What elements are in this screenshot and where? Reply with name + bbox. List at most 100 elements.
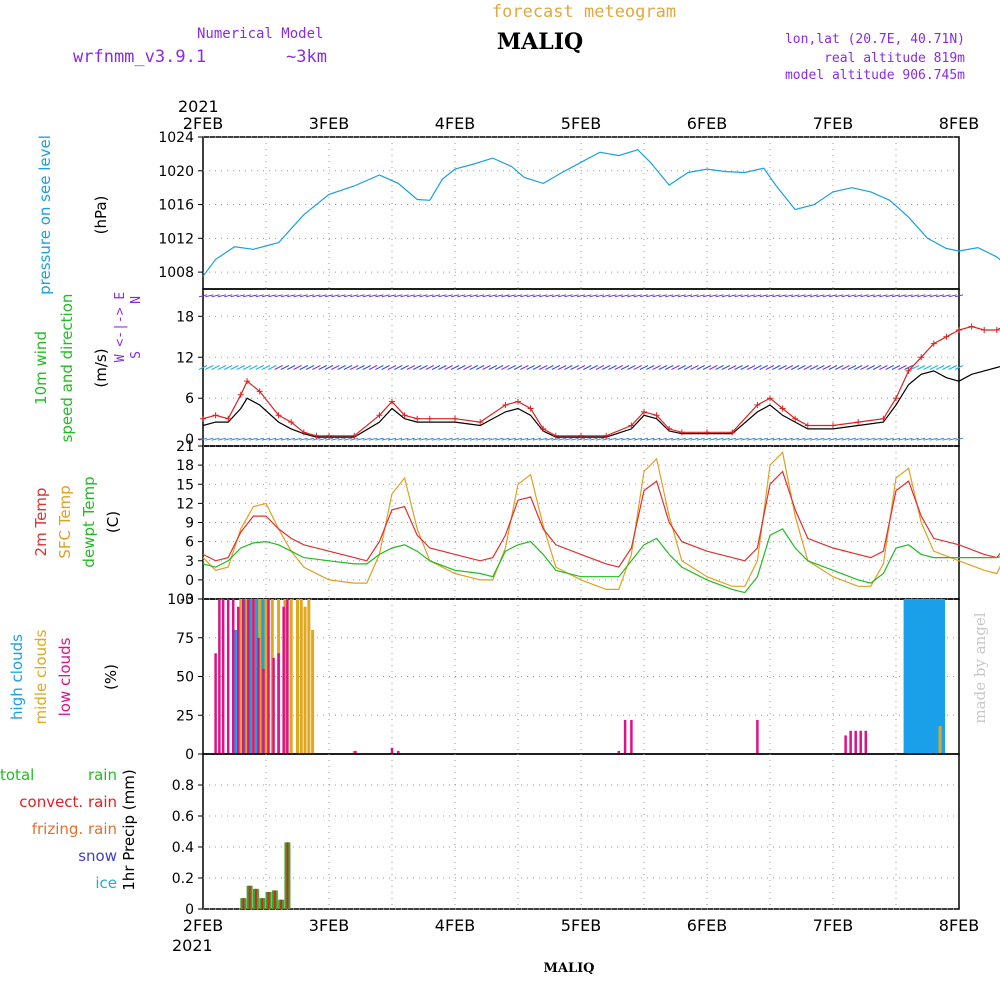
wind-arrow bbox=[935, 365, 945, 370]
low-cloud-bar bbox=[247, 599, 250, 754]
wind-arrow bbox=[954, 365, 964, 370]
wind-arrow bbox=[677, 294, 686, 298]
wind-arrow bbox=[331, 365, 340, 370]
wind-arrow bbox=[910, 365, 920, 370]
temp-ylabel-1: 2m Temp bbox=[32, 488, 50, 557]
wind-speed-mark bbox=[678, 429, 685, 436]
wind-arrow bbox=[406, 437, 416, 441]
low-cloud-bar bbox=[231, 599, 235, 754]
wind-arrow bbox=[463, 294, 472, 298]
wind-arrow bbox=[790, 365, 800, 370]
y-tick-label: 0.4 bbox=[172, 840, 194, 856]
wind-arrow bbox=[891, 294, 901, 298]
wind-arrow bbox=[255, 294, 264, 298]
wind-arrow bbox=[217, 294, 227, 298]
wind-arrow bbox=[400, 294, 409, 298]
wind-arrow bbox=[557, 365, 567, 370]
wind-speed-mark bbox=[376, 412, 383, 419]
wind-arrow bbox=[721, 294, 731, 298]
wind-arrow bbox=[935, 294, 945, 298]
wind-arrow bbox=[205, 365, 214, 370]
wind-arrow bbox=[312, 294, 321, 298]
wind-speed-marks bbox=[200, 323, 1000, 439]
wind-speed-mark bbox=[414, 415, 421, 422]
wind-arrow bbox=[513, 294, 523, 298]
wind-arrow bbox=[879, 437, 888, 441]
wind-arrow bbox=[816, 294, 825, 298]
mid-cloud-bar bbox=[289, 599, 293, 754]
wind-arrow bbox=[589, 294, 598, 298]
wind-arrow bbox=[746, 437, 756, 441]
wind-arrow bbox=[463, 437, 472, 441]
wind-arrow bbox=[602, 294, 611, 298]
wind-arrow bbox=[935, 437, 945, 441]
wind-arrow bbox=[198, 294, 208, 298]
wind-arrow bbox=[728, 437, 737, 441]
wind-arrow bbox=[551, 365, 561, 370]
wind-arrow bbox=[230, 294, 239, 298]
wind-arrow bbox=[224, 294, 233, 298]
wind-arrow bbox=[356, 365, 365, 370]
wind-arrow bbox=[438, 294, 447, 298]
y-tick-label: 1008 bbox=[158, 265, 194, 281]
wind-speed-mark bbox=[981, 326, 988, 333]
wind-speed-mark bbox=[401, 412, 408, 419]
wind-arrow bbox=[557, 437, 567, 441]
bottom-date-label: 2FEB bbox=[183, 916, 223, 935]
wind-arrow bbox=[841, 365, 850, 370]
wind-arrow bbox=[261, 294, 271, 298]
wind-arrow bbox=[765, 437, 775, 441]
top-date-labels: 2FEB 3FEB 4FEB 5FEB 6FEB 7FEB 8FEB bbox=[183, 114, 979, 133]
wind-arrow bbox=[614, 437, 623, 441]
low-cloud-bar bbox=[267, 599, 270, 754]
high-cloud-bar bbox=[903, 599, 914, 754]
wind-arrow bbox=[539, 437, 548, 441]
legend-total: total bbox=[0, 766, 34, 784]
wind-arrow bbox=[381, 294, 390, 298]
panel-1: 0 6 12 18 bbox=[176, 288, 1000, 448]
wind-arrow bbox=[847, 437, 857, 441]
pressure-axis-label: pressure on see level (hPa) bbox=[36, 135, 110, 295]
low-cloud-bar bbox=[282, 606, 285, 754]
top-date-label: 8FEB bbox=[939, 114, 979, 133]
wind-arrow bbox=[671, 365, 680, 370]
wind-arrow bbox=[223, 365, 233, 370]
wind-speed-mark bbox=[288, 419, 295, 426]
wind-arrow bbox=[608, 294, 617, 298]
wind-arrow bbox=[835, 437, 844, 441]
y-tick-label: 1016 bbox=[158, 198, 194, 214]
wind-arrow bbox=[242, 365, 252, 370]
wind-arrow bbox=[759, 294, 768, 298]
station-title: MALIQ bbox=[497, 29, 583, 55]
wind-speed-mark bbox=[237, 391, 244, 398]
mid-cloud-bar bbox=[299, 599, 303, 754]
low-cloud-bar bbox=[854, 730, 857, 754]
wind-arrow bbox=[683, 294, 693, 298]
wind-arrow bbox=[457, 437, 466, 441]
wind-arrow bbox=[753, 365, 762, 370]
cloud-ylabel-high: high clouds bbox=[8, 634, 26, 720]
wind-dir-s: S bbox=[129, 351, 144, 359]
wind-arrow bbox=[570, 365, 579, 370]
wind-arrow bbox=[828, 294, 838, 298]
wind-arrow bbox=[255, 365, 264, 370]
wind-arrow bbox=[595, 437, 605, 441]
wind-arrow bbox=[602, 437, 611, 441]
wind-arrow bbox=[583, 365, 592, 370]
y-tick-label: -3 bbox=[180, 592, 194, 608]
wind-arrow bbox=[343, 437, 353, 441]
wind-arrow bbox=[942, 294, 951, 298]
wind-speed-mark bbox=[666, 425, 673, 432]
wind-arrow bbox=[721, 437, 731, 441]
top-date-label: 6FEB bbox=[687, 114, 727, 133]
mid-cloud-bar bbox=[270, 599, 274, 754]
wind-arrow bbox=[885, 365, 894, 370]
wind-arrow bbox=[198, 365, 208, 370]
wind-arrow bbox=[494, 294, 504, 298]
top-date-label: 5FEB bbox=[561, 114, 601, 133]
y-tick-label: 9 bbox=[185, 516, 194, 532]
wind-arrow bbox=[784, 437, 794, 441]
wind-arrow bbox=[205, 294, 214, 298]
wind-arrow bbox=[665, 294, 674, 298]
